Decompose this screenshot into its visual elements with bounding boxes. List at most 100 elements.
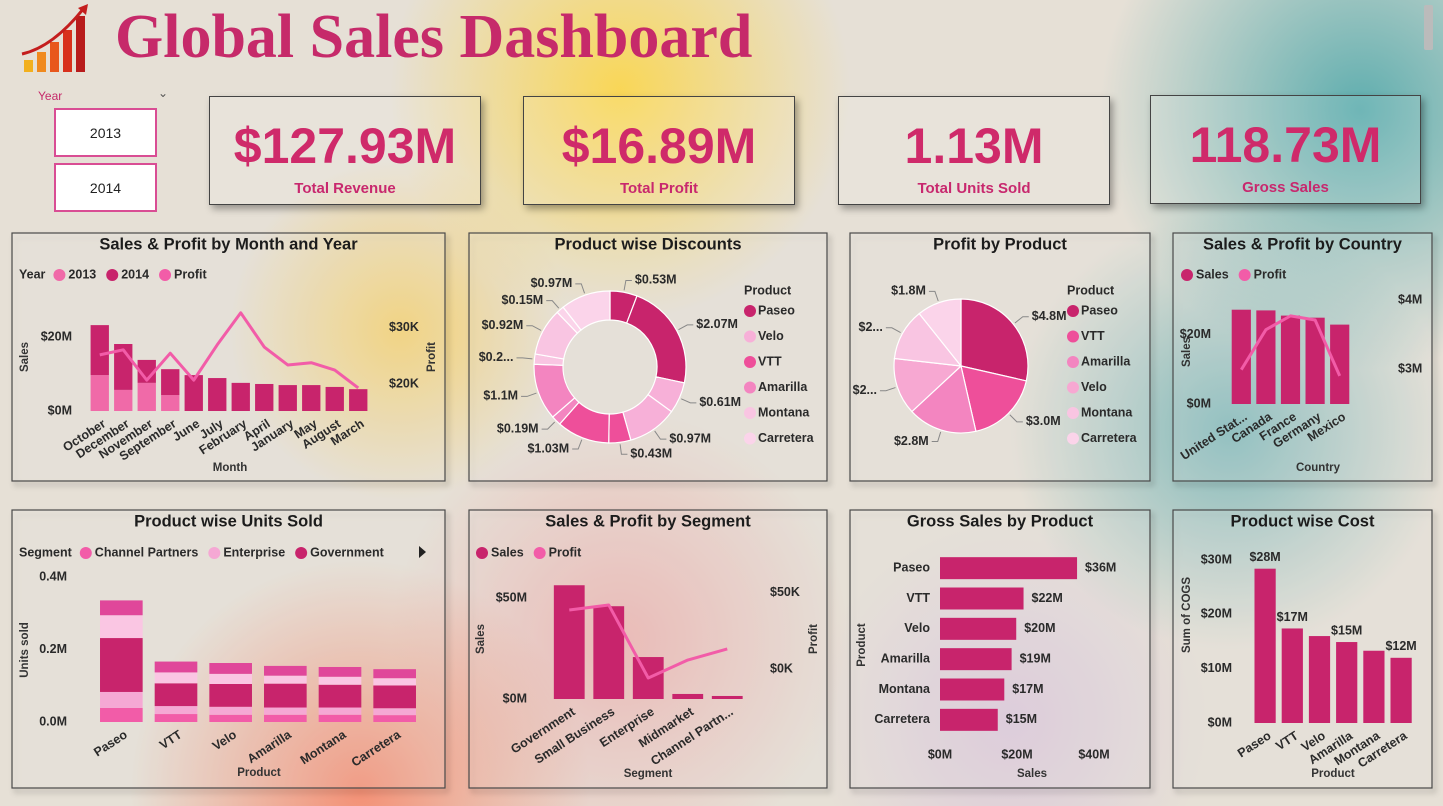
data-label: $19M xyxy=(1020,651,1051,665)
bar xyxy=(940,587,1024,610)
legend-marker xyxy=(295,547,308,559)
legend-title: Product xyxy=(744,283,792,297)
data-label: $0.97M xyxy=(531,276,573,290)
chart-title: Product wise Discounts xyxy=(554,235,741,253)
bar xyxy=(940,617,1017,640)
x-axis-label: Month xyxy=(213,462,247,474)
y-tick-label: $0M xyxy=(1208,715,1232,729)
legend-marker xyxy=(53,269,66,281)
chart-title: Gross Sales by Product xyxy=(907,512,1094,530)
data-label: $17M xyxy=(1277,610,1308,624)
leader-line xyxy=(619,444,628,455)
bar xyxy=(1308,636,1331,723)
y-tick-label: $0M xyxy=(503,691,527,705)
leader-line xyxy=(885,327,901,334)
legend-label: Profit xyxy=(1254,267,1287,281)
legend-label: Enterprise xyxy=(223,545,285,559)
y-axis-label: Units sold xyxy=(19,622,31,678)
bar xyxy=(593,606,625,699)
bar xyxy=(208,378,227,411)
data-label: $1.1M xyxy=(483,389,518,403)
data-label: $4.8M xyxy=(1032,309,1067,323)
slice xyxy=(893,357,963,413)
bar xyxy=(373,708,416,716)
legend-marker xyxy=(1067,407,1079,419)
bar xyxy=(318,676,362,685)
bar xyxy=(373,685,416,709)
legend-marker xyxy=(744,330,756,343)
data-label: $1.03M xyxy=(527,441,569,455)
kpi-card: $16.89M Total Profit xyxy=(523,96,795,205)
profit-line xyxy=(99,311,360,390)
bar xyxy=(553,585,585,699)
slicer-chevron[interactable]: ⌄ xyxy=(158,86,169,100)
legend-label: Velo xyxy=(758,329,784,343)
data-label: $2.07M xyxy=(696,317,738,331)
slicer-item[interactable]: 2013 xyxy=(54,108,157,157)
x-axis-label: Sales xyxy=(1017,768,1047,780)
leader-line xyxy=(654,430,667,440)
data-label: $12M xyxy=(1385,639,1416,653)
bar xyxy=(264,707,307,715)
legend-marker xyxy=(744,305,756,317)
dashboard-title: Global Sales Dashboard xyxy=(115,3,753,71)
profit-line xyxy=(569,603,728,680)
x-tick-label: $0M xyxy=(928,747,952,761)
data-label: $0.92M xyxy=(482,318,524,332)
panel xyxy=(11,232,446,482)
bar xyxy=(100,615,143,639)
legend-label: Sales xyxy=(491,545,524,559)
bar xyxy=(1280,315,1301,404)
kpi-card: 1.13M Total Units Sold xyxy=(838,96,1110,205)
y2-tick-label: $50K xyxy=(770,585,800,599)
slice xyxy=(960,365,1028,433)
kpi-value: 1.13M xyxy=(904,118,1044,174)
legend-marker xyxy=(1238,269,1251,281)
data-label: $15M xyxy=(1006,712,1037,726)
slicer-item[interactable]: 2014 xyxy=(54,163,157,212)
y-axis-label: Sales xyxy=(475,624,487,654)
kpi-card: $127.93M Total Revenue xyxy=(209,96,481,205)
legend-scroll-arrow[interactable] xyxy=(419,546,426,558)
data-label: $28M xyxy=(1249,550,1280,564)
leader-line xyxy=(546,300,560,309)
y-tick-label: $20M xyxy=(41,329,72,343)
kpi-value: $16.89M xyxy=(561,118,757,174)
legend-marker xyxy=(476,547,488,559)
y2-axis-label: Profit xyxy=(426,342,438,372)
bar xyxy=(161,395,180,411)
y2-tick-label: $4M xyxy=(1398,292,1422,306)
bar xyxy=(264,714,307,722)
bar xyxy=(1363,650,1385,723)
panel xyxy=(468,509,828,789)
leader-line xyxy=(572,439,583,450)
bar xyxy=(209,684,252,707)
chart-title: Sales & Profit by Country xyxy=(1203,235,1403,253)
x-axis-label: Country xyxy=(1296,462,1341,474)
bar xyxy=(1390,657,1412,723)
x-tick-label: $20M xyxy=(1001,747,1032,761)
legend-marker xyxy=(1067,305,1079,317)
legend-label: Paseo xyxy=(1081,303,1118,317)
scrollbar[interactable] xyxy=(1424,5,1433,50)
data-label: $0.53M xyxy=(635,273,677,287)
bar xyxy=(318,666,362,677)
legend-marker xyxy=(208,547,221,559)
kpi-label: Total Profit xyxy=(619,180,699,197)
bar xyxy=(940,708,998,731)
kpi-label: Total Units Sold xyxy=(917,180,1031,197)
data-label: $0.97M xyxy=(669,431,711,445)
bar xyxy=(209,673,252,684)
kpi-value: $127.93M xyxy=(233,118,457,174)
bar xyxy=(373,669,416,679)
bar xyxy=(373,715,416,722)
logo-icon xyxy=(21,4,88,72)
leader-line xyxy=(623,279,632,291)
slice xyxy=(911,364,977,434)
leader-line xyxy=(575,283,586,294)
y-tick-label: $20M xyxy=(1201,607,1232,621)
legend-label: VTT xyxy=(758,354,782,368)
legend-marker xyxy=(1067,432,1079,445)
legend-label: Montana xyxy=(758,405,810,419)
legend-label: Profit xyxy=(174,267,207,281)
